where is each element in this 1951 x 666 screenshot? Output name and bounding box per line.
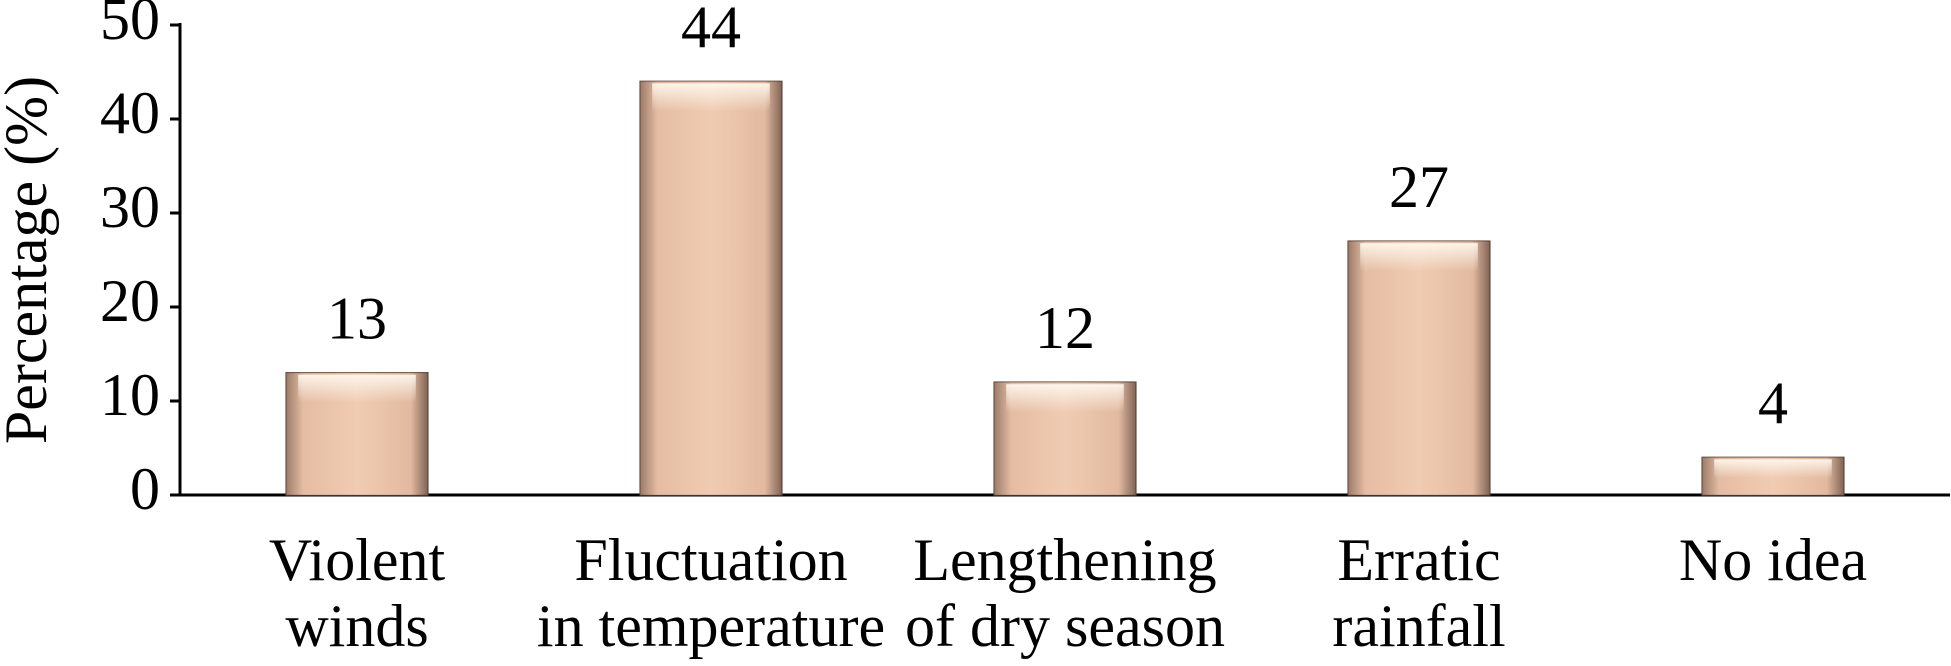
x-tick-label: No idea bbox=[1679, 527, 1867, 593]
value-label: 4 bbox=[1758, 370, 1788, 436]
y-tick-label: 10 bbox=[100, 362, 160, 428]
x-tick-label: of dry season bbox=[905, 593, 1225, 659]
x-tick-label: Fluctuation bbox=[574, 527, 847, 593]
y-tick-label: 50 bbox=[100, 0, 160, 52]
bar-highlight bbox=[1006, 384, 1124, 413]
x-tick-label: Lengthening bbox=[913, 527, 1216, 593]
x-tick-label: Erratic bbox=[1337, 527, 1500, 593]
x-tick-label: winds bbox=[285, 593, 428, 659]
value-label: 13 bbox=[327, 286, 387, 352]
y-tick-label: 20 bbox=[100, 268, 160, 334]
y-axis-label: Percentage (%) bbox=[0, 76, 59, 444]
x-tick-label: Violent bbox=[269, 527, 446, 593]
x-tick-label: rainfall bbox=[1332, 593, 1505, 659]
y-tick-label: 30 bbox=[100, 174, 160, 240]
y-tick-label: 0 bbox=[130, 456, 160, 522]
bar-shade bbox=[1348, 241, 1490, 495]
y-tick-label: 40 bbox=[100, 80, 160, 146]
value-label: 12 bbox=[1035, 295, 1095, 361]
bar-highlight bbox=[298, 374, 416, 403]
value-label: 27 bbox=[1389, 154, 1449, 220]
bar-highlight bbox=[1360, 243, 1478, 272]
bar-highlight bbox=[1714, 459, 1832, 479]
value-label: 44 bbox=[681, 0, 741, 60]
bar-highlight bbox=[652, 83, 770, 112]
x-tick-label: in temperature bbox=[537, 593, 885, 659]
bar-shade bbox=[640, 81, 782, 496]
